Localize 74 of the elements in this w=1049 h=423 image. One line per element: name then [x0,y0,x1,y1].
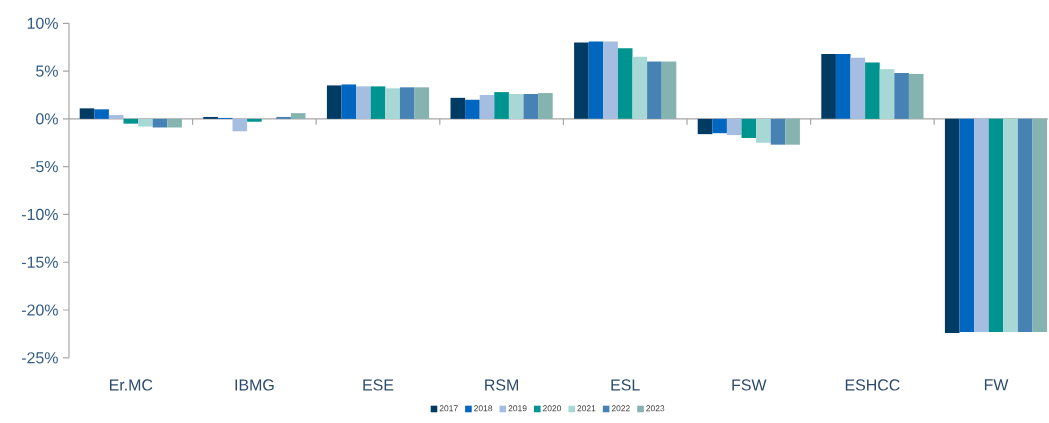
bar [538,93,553,119]
bar [356,86,371,119]
bar [1017,118,1033,332]
bar [232,118,248,132]
y-tick-label: -25% [21,352,58,364]
bar [756,118,771,143]
bar [494,92,509,119]
bar [450,97,466,119]
bar [974,118,989,332]
bar [865,62,880,119]
x-tick-label: FSW [732,379,767,391]
bar [661,61,677,119]
bar [370,86,386,119]
bar [603,41,618,119]
bar [697,118,713,135]
bar [1032,118,1048,332]
legend-label: 2023 [646,405,665,412]
y-tick-label: -5% [30,161,58,173]
bar [399,87,415,119]
bar [944,118,960,333]
bar [726,118,742,136]
bar [785,118,800,145]
x-tick-label: ESE [363,379,394,391]
legend-label: 2018 [474,405,493,412]
bar [835,53,851,119]
bar [108,115,124,119]
x-tick-label: FW [984,379,1009,391]
bar [167,118,182,128]
bar [123,118,139,124]
x-tick-label: ESL [611,379,640,391]
x-tick-label: IBMG [235,379,274,391]
bar [414,87,430,119]
y-tick-label: 10% [27,17,58,29]
bar [326,85,342,119]
y-tick-label: -10% [21,208,58,221]
bar [574,42,589,119]
bar [894,73,909,119]
bar [94,109,109,119]
y-tick-label: 0% [36,113,58,125]
y-tick-label: -15% [21,256,58,268]
bar [479,94,495,119]
bar [385,88,400,119]
legend-label: 2022 [611,405,630,412]
x-tick-label: Er.MC [109,379,153,391]
bar [138,118,153,127]
bar [988,118,1004,332]
legend-label: 2019 [508,405,527,412]
bar [341,84,357,119]
bar [523,94,539,119]
bar [508,94,524,119]
bar [770,118,786,145]
x-tick-label: RSM [485,379,518,391]
bar [290,113,306,119]
bar [879,69,895,119]
bar [588,41,604,119]
bar [908,73,924,119]
bar [821,53,836,119]
legend-label: 2017 [439,405,458,412]
bar [247,118,262,122]
bar [741,118,757,138]
y-tick-label: 5% [36,65,58,77]
bar [850,57,866,119]
bar [617,48,633,119]
bar [632,56,648,119]
bar [647,61,662,119]
bar [79,108,95,119]
y-tick-label: -20% [21,304,58,316]
bar [1003,118,1018,332]
legend-label: 2021 [577,405,596,412]
bar [712,118,727,134]
legend-label: 2020 [542,405,562,412]
x-tick-label: ESHCC [845,379,900,391]
bar [959,118,975,332]
bar [465,99,480,119]
